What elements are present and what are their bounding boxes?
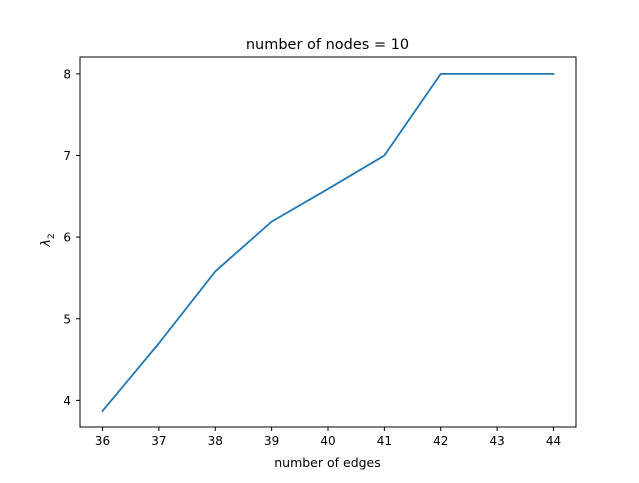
plot-area-frame xyxy=(79,56,577,428)
y-tick-label: 8 xyxy=(63,67,71,81)
y-axis-label-subscript: 2 xyxy=(47,233,57,239)
series-layer xyxy=(101,72,555,413)
x-tick-label: 44 xyxy=(546,434,561,448)
x-tick-label: 41 xyxy=(377,434,392,448)
x-tick-label: 36 xyxy=(95,434,110,448)
y-tick-label: 5 xyxy=(63,312,71,326)
x-tick-label: 40 xyxy=(320,434,335,448)
x-tick-label: 38 xyxy=(208,434,223,448)
y-axis-label-symbol: λ xyxy=(39,239,54,248)
y-axis-label-group: λ2 xyxy=(39,233,57,247)
chart-title: number of nodes = 10 xyxy=(246,37,409,53)
x-tick-label: 39 xyxy=(264,434,279,448)
y-tick-label: 6 xyxy=(63,231,71,245)
series-line-0 xyxy=(101,72,555,413)
y-axis-ticks: 4 5 6 7 8 xyxy=(63,67,80,408)
y-tick-label: 4 xyxy=(63,394,71,408)
x-tick-label: 43 xyxy=(489,434,504,448)
x-axis-ticks: 36 37 38 39 40 41 42 43 44 xyxy=(95,427,561,448)
x-tick-label: 42 xyxy=(433,434,448,448)
x-axis-label: number of edges xyxy=(274,455,381,470)
y-tick-label: 7 xyxy=(63,149,71,163)
y-axis-label: λ2 xyxy=(39,233,57,247)
x-tick-label: 37 xyxy=(151,434,166,448)
